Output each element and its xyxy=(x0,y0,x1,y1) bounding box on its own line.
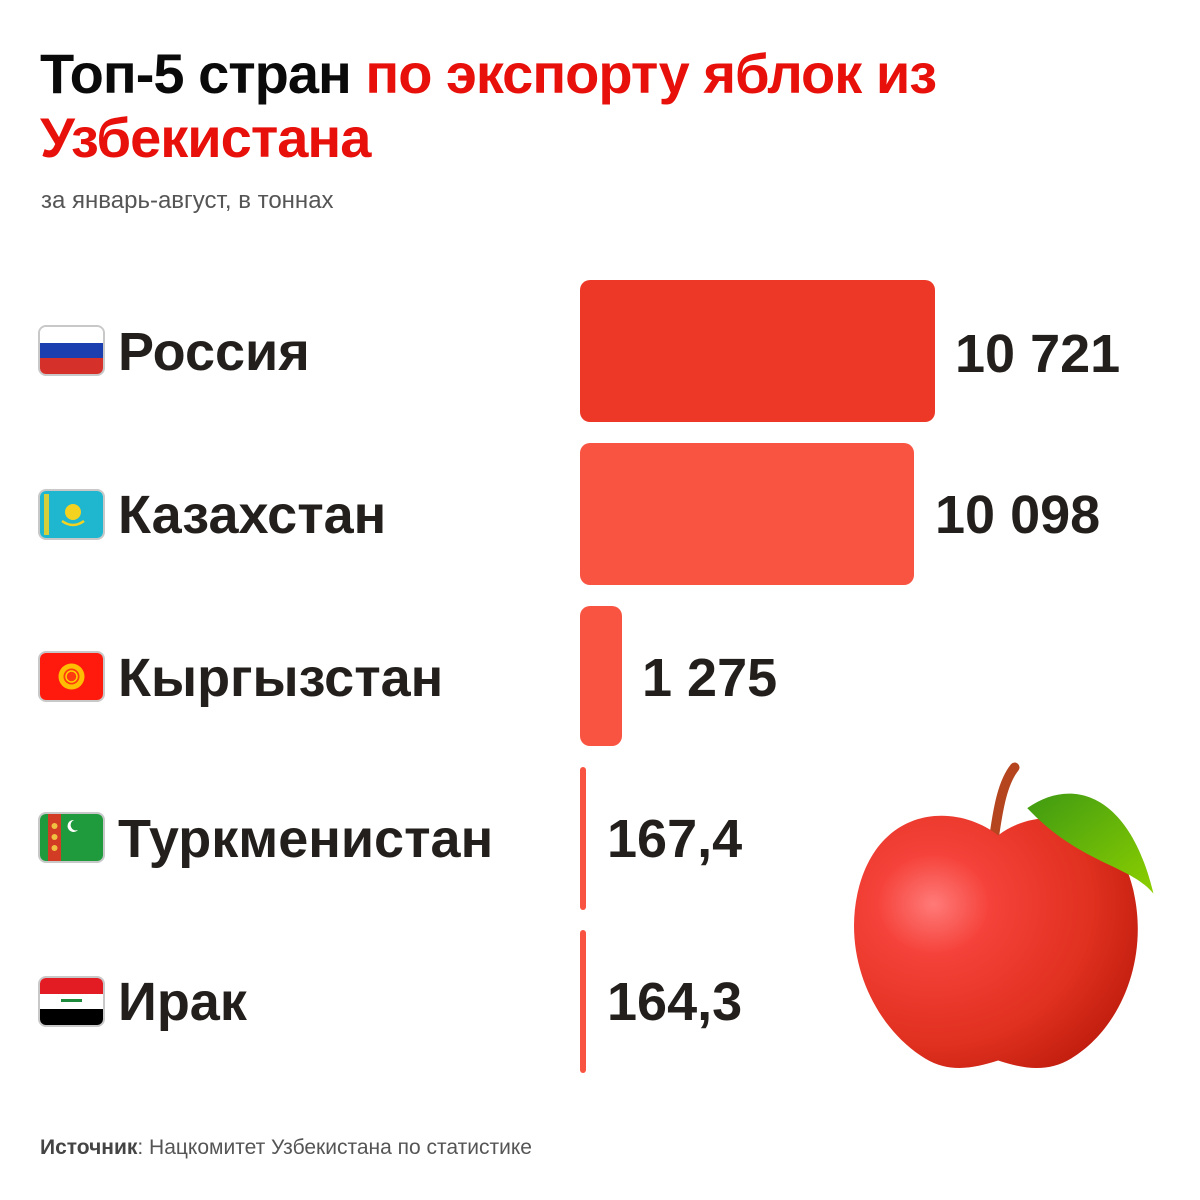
bar-iraq xyxy=(580,930,586,1073)
country-label: Кыргызстан xyxy=(118,648,444,708)
kazakhstan-flag-icon xyxy=(40,491,103,538)
value-label: 1 275 xyxy=(642,648,778,708)
value-label: 10 721 xyxy=(955,324,1121,384)
bar-russia xyxy=(580,280,935,422)
chart-subtitle: за январь-август, в тоннах xyxy=(41,187,334,214)
bar-row-russia: Россия 10 721 xyxy=(0,280,1200,423)
country-label: Казахстан xyxy=(118,485,387,545)
source-text: : Нацкомитет Узбекистана по статистике xyxy=(137,1136,532,1159)
chart-title: Топ-5 стран по экспорту яблок из Узбекис… xyxy=(40,42,1140,170)
bar-kazakhstan xyxy=(580,443,914,585)
iraq-flag-icon xyxy=(40,978,103,1025)
country-label: Россия xyxy=(118,322,310,382)
country-label: Ирак xyxy=(118,972,247,1032)
value-label: 167,4 xyxy=(607,809,743,869)
bar-turkmenistan xyxy=(580,767,586,910)
kyrgyzstan-flag-icon xyxy=(40,653,103,700)
bar-kyrgyzstan xyxy=(580,606,622,746)
value-label: 10 098 xyxy=(935,485,1101,545)
title-part-red: по экспорту яблок из Узбекистана xyxy=(40,42,937,169)
bar-row-turkmenistan: Туркменистан 167,4 xyxy=(0,767,1200,910)
bar-row-iraq: Ирак 164,3 xyxy=(0,930,1200,1073)
title-part-black: Топ-5 стран xyxy=(40,42,366,105)
country-label: Туркменистан xyxy=(118,809,494,869)
value-label: 164,3 xyxy=(607,972,743,1032)
russia-flag-icon xyxy=(40,327,103,374)
source-note: Источник: Нацкомитет Узбекистана по стат… xyxy=(40,1136,532,1160)
bar-row-kazakhstan: Казахстан 10 098 xyxy=(0,443,1200,586)
turkmenistan-flag-icon xyxy=(40,814,103,861)
bar-row-kyrgyzstan: Кыргызстан 1 275 xyxy=(0,606,1200,749)
source-label: Источник xyxy=(40,1136,138,1159)
apple-illustration-icon xyxy=(838,748,1168,1078)
